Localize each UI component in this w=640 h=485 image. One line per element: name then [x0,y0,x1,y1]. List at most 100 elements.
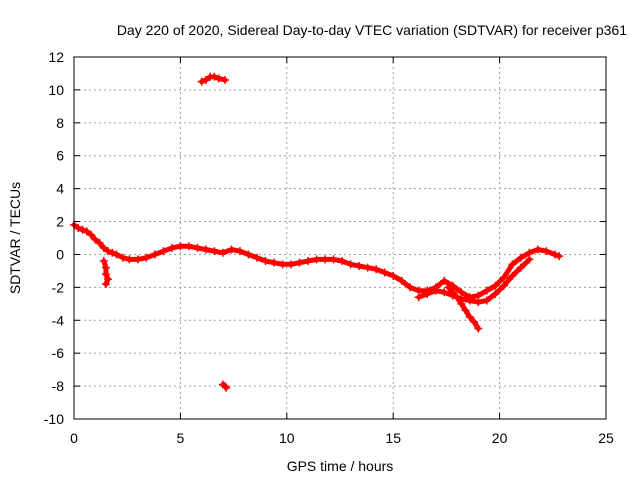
grid-layer [74,57,606,419]
x-axis-label: GPS time / hours [287,458,394,474]
series-lower_loop [414,255,534,307]
data-point [218,248,227,257]
x-tick-label: 5 [177,430,185,446]
data-point [533,245,542,254]
series-trace [71,222,562,300]
data-point [221,76,230,85]
data-point [210,72,219,81]
data-point [516,253,525,262]
data-point [176,242,185,251]
series-early_dip [99,257,113,289]
y-tick-label: 0 [56,246,64,262]
data-point [244,250,253,259]
y-tick-label: 8 [56,115,64,131]
y-tick-label: 12 [48,49,64,65]
x-tick-label: 25 [598,430,614,446]
data-point [304,257,313,266]
series-main_track [70,220,564,302]
data-point [118,253,127,262]
series-upper_outliers [197,72,230,86]
y-tick-label: 6 [56,148,64,164]
data-point [499,273,508,282]
data-point [99,243,108,252]
data-point [167,243,176,252]
data-point [82,227,91,236]
data-point [108,248,117,257]
y-tick-label: -10 [44,411,64,427]
data-point [440,288,449,297]
data-point [338,257,347,266]
data-point [270,258,279,267]
data-point [235,247,244,256]
data-point [214,74,223,83]
data-point [448,291,457,300]
data-point [125,255,134,264]
tick-layer [73,56,607,420]
data-point [363,263,372,272]
data-point [112,250,121,259]
data-point [159,247,168,256]
data-point [414,293,423,302]
data-point [99,257,108,266]
data-point [508,260,517,269]
data-point [150,250,159,259]
data-point [542,247,551,256]
data-point [474,324,483,333]
data-point [482,286,491,295]
data-point [222,383,231,392]
data-point [91,235,100,244]
x-tick-label: 20 [492,430,508,446]
data-point [525,255,534,264]
y-axis-label: SDTVAR / TECUs [7,182,23,294]
x-tick-label: 15 [385,430,401,446]
data-point [197,77,206,86]
data-point [380,268,389,277]
data-point [389,271,398,280]
data-point [104,275,113,284]
data-point [431,286,440,295]
data-point [87,230,96,239]
plot-frame [73,56,607,420]
data-point [312,255,321,264]
x-tick-labels: 0 5 10 15 20 25 [70,430,614,446]
data-point [295,258,304,267]
data-point [499,281,508,290]
data-point [278,260,287,269]
data-point [104,247,113,256]
data-point [423,289,432,298]
data-point [74,224,83,233]
chart-title: Day 220 of 2020, Sidereal Day-to-day VTE… [117,22,627,38]
y-tick-label: -2 [52,279,65,295]
data-layer [70,72,564,392]
y-tick-label: 10 [48,82,64,98]
data-point [287,260,296,269]
data-point [470,317,479,326]
data-point [457,294,466,303]
data-point [321,255,330,264]
data-point [95,238,104,247]
data-point [329,255,338,264]
data-point [482,296,491,305]
data-point [465,312,474,321]
data-point [465,296,474,305]
data-point [555,252,564,261]
data-point [184,242,193,251]
y-tick-label: -8 [52,378,65,394]
data-point [210,247,219,256]
y-tick-labels: -10 -8 -6 -4 -2 0 2 4 6 8 10 12 [44,49,64,427]
data-point [253,253,262,262]
data-point [461,306,470,315]
x-tick-label: 10 [279,430,295,446]
data-point [133,255,142,264]
data-point [397,276,406,285]
data-point [78,225,87,234]
data-point [474,298,483,307]
data-point [491,281,500,290]
data-point [142,253,151,262]
series-lower_outliers [218,380,231,392]
y-tick-label: 4 [56,181,64,197]
y-tick-label: 2 [56,214,64,230]
data-point [201,245,210,254]
data-point [101,280,110,289]
